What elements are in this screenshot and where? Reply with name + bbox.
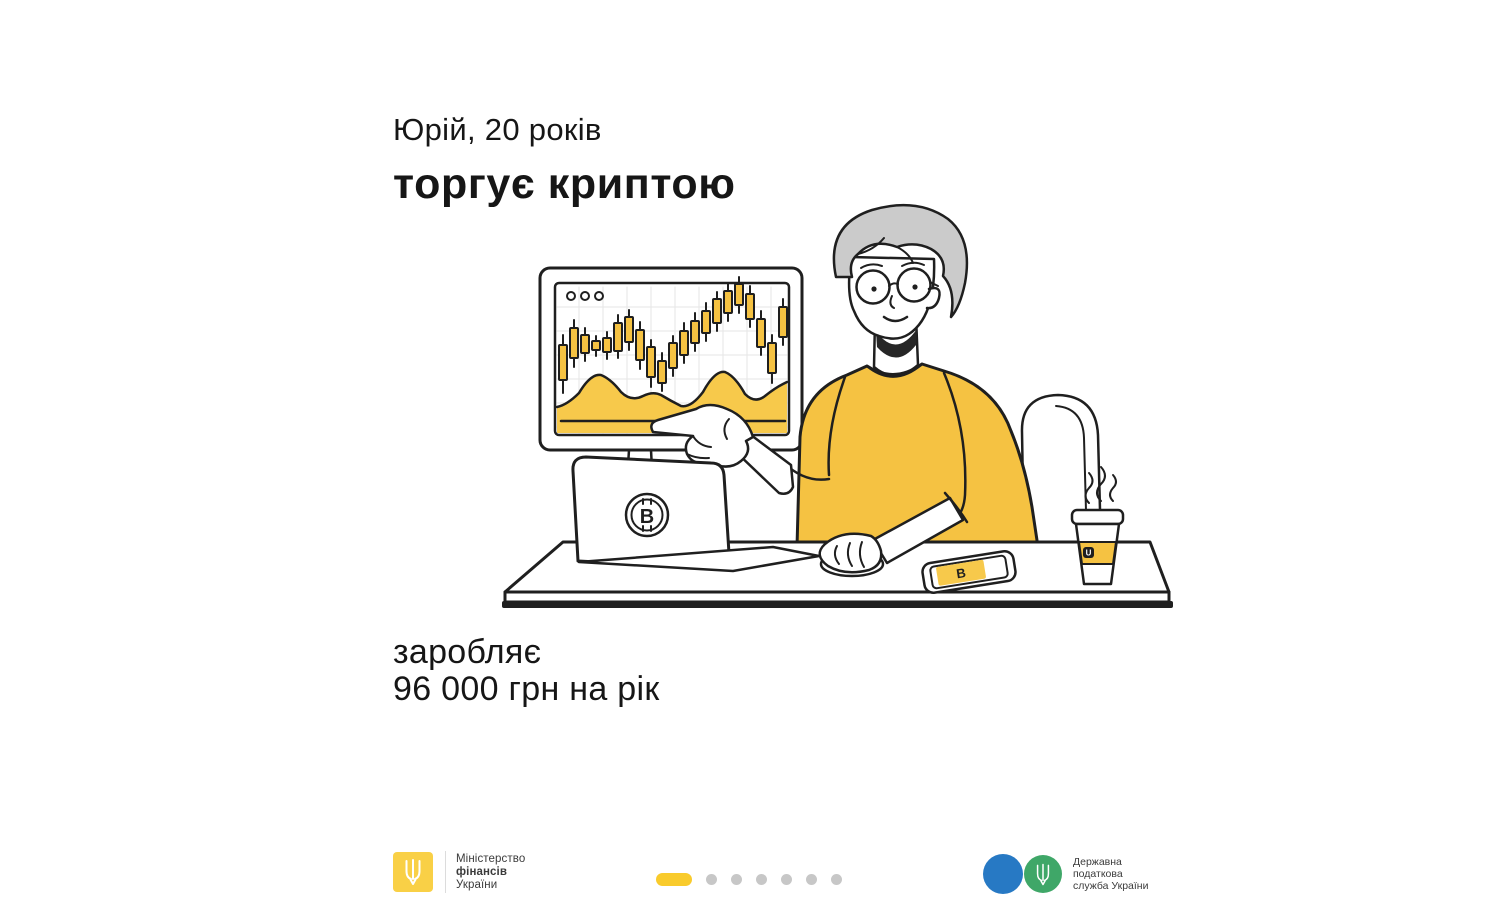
pagination-dot[interactable] (806, 874, 817, 885)
logo-divider (445, 851, 446, 893)
pagination-dot[interactable] (706, 874, 717, 885)
tax-blue-circle (983, 854, 1023, 894)
coffee-cup: U (1070, 466, 1125, 586)
glasses-icon (855, 267, 939, 305)
svg-text:U: U (1086, 549, 1092, 558)
carousel-pagination (656, 873, 842, 886)
person-name-age: Юрій, 20 років (393, 112, 602, 147)
minfin-logo: Міністерство фінансів України (393, 851, 525, 893)
minfin-line1: Міністерство (456, 852, 526, 865)
cup-logo-icon (1083, 547, 1094, 558)
pagination-dot[interactable] (831, 874, 842, 885)
monitor (538, 266, 804, 547)
smile (882, 315, 909, 323)
browser-dots-icon (566, 291, 604, 301)
tax-line2: податкова (1073, 868, 1123, 880)
tax-logo-circles (983, 854, 1064, 894)
svg-text:B: B (955, 565, 967, 581)
tax-text: Державна податкова служба України (1073, 856, 1148, 892)
eye (912, 284, 918, 290)
minfin-text: Міністерство фінансів України (456, 853, 525, 892)
minfin-trident-icon (405, 859, 421, 885)
smartphone: B (921, 550, 1017, 594)
pagination-dot[interactable] (756, 874, 767, 885)
headline: Юрій, 20 років торгує криптою (393, 112, 736, 208)
person (650, 203, 1040, 549)
hair (832, 203, 969, 319)
income-text: заробляє 96 000 грн на рік (393, 634, 660, 708)
steam-icon (1084, 466, 1117, 504)
pagination-active-pill[interactable] (656, 873, 692, 886)
minfin-line2: фінансів (456, 865, 508, 878)
minfin-line3: України (456, 878, 498, 891)
svg-text:B: B (640, 506, 654, 528)
ear (925, 286, 941, 310)
income-line2: 96 000 грн на рік (393, 670, 660, 708)
tax-green-circle (1024, 855, 1062, 893)
trading-illustration: B B (502, 203, 1173, 608)
mouse-arm (818, 491, 969, 574)
minfin-badge (393, 852, 433, 892)
pointing-arm (650, 403, 831, 495)
tax-trident-icon (1036, 863, 1050, 885)
income-line1: заробляє (393, 633, 542, 671)
candlestick-chart (558, 276, 788, 394)
pagination-dot[interactable] (781, 874, 792, 885)
chin-shadow (876, 329, 917, 358)
laptop: B (571, 455, 821, 573)
mouse-hand (818, 532, 883, 574)
bitcoin-logo-icon: B (624, 492, 670, 538)
nose (889, 295, 895, 309)
activity-title: торгує криптою (393, 160, 736, 208)
pagination-dot[interactable] (731, 874, 742, 885)
tax-service-logo: Державна податкова служба України (983, 854, 1148, 894)
tax-line3: служба України (1073, 880, 1149, 892)
eye (871, 286, 877, 292)
tshirt (795, 362, 1040, 549)
tax-line1: Державна (1073, 856, 1122, 868)
